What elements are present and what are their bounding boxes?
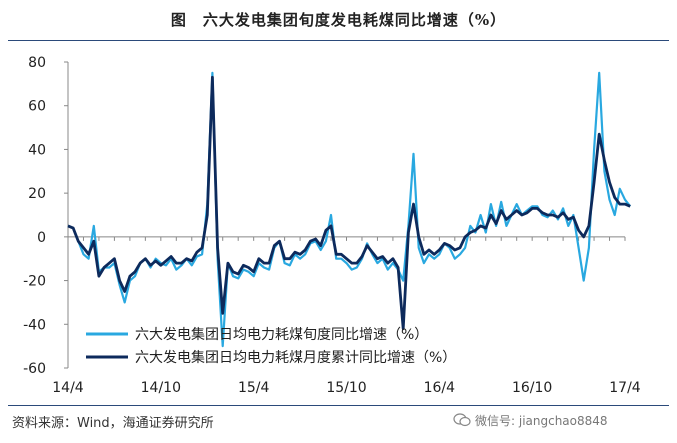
chart-title: 图 六大发电集团旬度发电耗煤同比增速（%） [170,11,507,29]
y-tick-label: 20 [28,186,46,202]
title-divider [8,40,669,41]
legend-label-2: 六大发电集团日均电力耗煤月度累计同比增速（%） [135,349,456,366]
watermark-text: 微信号: jiangchao8848 [475,414,608,428]
x-tick-label: 17/4 [609,380,641,396]
x-tick-label: 14/4 [52,380,84,396]
footer-divider [8,405,669,406]
x-tick-label: 16/10 [512,380,552,396]
y-tick-label: 60 [28,99,46,115]
y-tick-label: 40 [28,142,46,158]
y-tick-label: -40 [23,317,46,333]
x-tick-label: 15/10 [326,380,366,396]
x-tick-label: 16/4 [424,380,456,396]
chart-title-wrap: 图 六大发电集团旬度发电耗煤同比增速（%） [0,0,677,40]
wechat-icon [453,413,471,427]
line-chart: 80 60 40 20 0 -20 -40 -60 14/4 14/10 15/4 15/10 16/4… [23,55,641,396]
y-tick-label: -60 [23,361,46,377]
x-tick-label: 15/4 [238,380,270,396]
x-tick-label: 14/10 [141,380,181,396]
series-line-1 [67,71,632,348]
y-tick-label: 0 [37,230,46,246]
series-line-2 [67,75,631,331]
watermark: 微信号: jiangchao8848 [453,412,608,429]
source-note: 资料来源：Wind，海通证券研究所 [12,416,214,431]
legend-label-1: 六大发电集团日均电力耗煤旬度同比增速（%） [135,326,428,343]
y-tick-label: 80 [28,55,46,71]
y-tick-label: -20 [23,274,46,290]
